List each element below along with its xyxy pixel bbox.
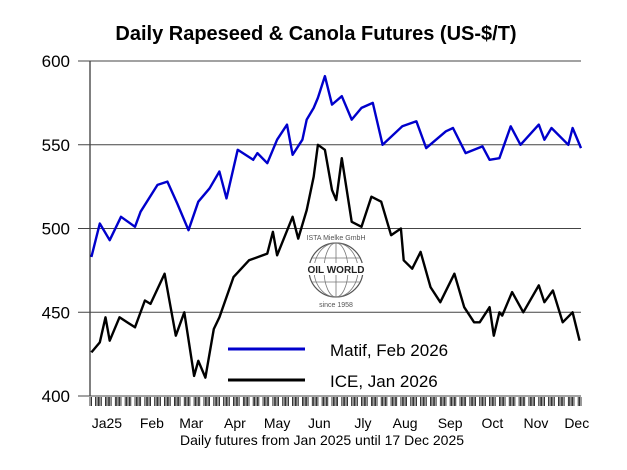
logo-bottom-text: since 1958 xyxy=(319,302,353,309)
y-tick-label: 550 xyxy=(42,136,70,155)
gridlines xyxy=(78,60,581,397)
y-tick-label: 400 xyxy=(42,387,70,406)
x-tick-label: Oct xyxy=(481,415,503,431)
legend-label-ice: ICE, Jan 2026 xyxy=(330,372,438,391)
series-line-ice xyxy=(90,143,581,379)
y-tick-label: 450 xyxy=(42,303,70,322)
y-tick-label: 600 xyxy=(42,52,70,71)
logo-top-text: ISTA Mielke GmbH xyxy=(307,235,366,242)
oil-world-logo: OIL WORLD ISTA Mielke GmbH since 1958 xyxy=(307,235,366,309)
x-tick-label: Feb xyxy=(140,415,164,431)
x-tick-label: Sep xyxy=(438,415,463,431)
x-tick-label: Apr xyxy=(224,415,246,431)
y-tick-label: 500 xyxy=(42,220,70,239)
x-axis-label: Daily futures from Jan 2025 until 17 Dec… xyxy=(180,432,464,448)
series-line-matif xyxy=(90,74,583,258)
x-axis: Ja25 Feb Mar Apr May Jun Jly Aug Sep Oct Nov Dec xyxy=(89,397,589,431)
x-tick-label: Ja25 xyxy=(92,415,123,431)
x-tick-label: Nov xyxy=(524,415,549,431)
x-tick-label: May xyxy=(264,415,290,431)
chart-title: Daily Rapeseed & Canola Futures (US-$/T) xyxy=(115,23,516,45)
x-tick-label: Jun xyxy=(308,415,331,431)
x-tick-label: Jly xyxy=(354,415,371,431)
y-axis: 400 450 500 550 600 xyxy=(42,52,70,406)
x-tick-label: Mar xyxy=(179,415,203,431)
series-lines xyxy=(90,74,583,379)
x-tick-label: Aug xyxy=(393,415,418,431)
logo-center-text: OIL WORLD xyxy=(307,265,364,276)
legend-label-matif: Matif, Feb 2026 xyxy=(330,341,448,360)
x-tick-label: Dec xyxy=(564,415,589,431)
legend: Matif, Feb 2026 ICE, Jan 2026 xyxy=(228,341,448,391)
